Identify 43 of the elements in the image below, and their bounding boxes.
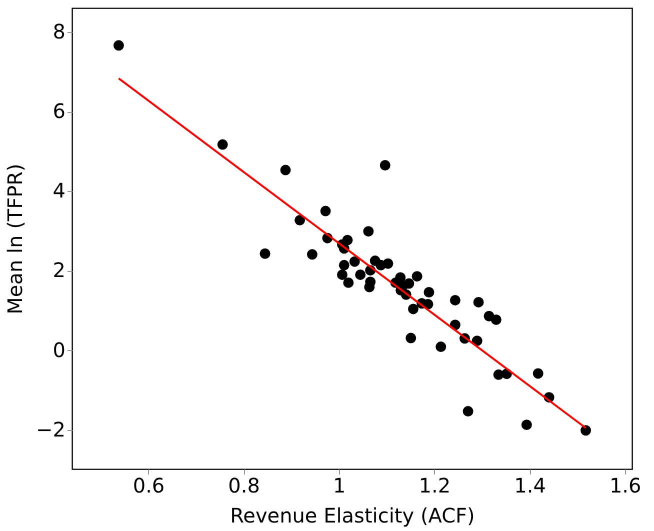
x-axis-title: Revenue Elasticity (ACF) xyxy=(230,504,475,528)
point xyxy=(217,139,228,150)
point xyxy=(404,278,414,289)
point xyxy=(521,420,532,430)
point xyxy=(406,332,416,344)
y-tick-label: 4 xyxy=(52,178,66,203)
point xyxy=(473,296,484,308)
point xyxy=(113,40,124,51)
point xyxy=(280,164,291,176)
point xyxy=(363,226,374,237)
point xyxy=(338,260,350,270)
point xyxy=(436,342,446,352)
point xyxy=(424,287,434,298)
y-tick-label: 8 xyxy=(52,19,66,44)
point xyxy=(412,271,422,282)
point xyxy=(580,425,592,436)
point xyxy=(382,258,394,269)
x-tick-label: 1 xyxy=(333,474,346,498)
point xyxy=(462,406,474,417)
point xyxy=(355,269,366,280)
x-tick-label: 1.2 xyxy=(418,474,451,498)
point xyxy=(343,277,354,288)
point xyxy=(294,214,306,226)
point xyxy=(408,304,418,314)
point xyxy=(380,160,390,170)
x-tick-label: 1.4 xyxy=(514,474,546,498)
point xyxy=(450,294,460,306)
x-tick-label: 1.6 xyxy=(609,474,642,498)
x-tick-label: 0.6 xyxy=(132,474,165,498)
y-tick-label: −2 xyxy=(36,417,66,442)
point xyxy=(490,314,502,325)
point xyxy=(320,206,331,216)
y-axis-title: Mean ln (TFPR) xyxy=(3,164,28,314)
point xyxy=(336,269,348,280)
y-tick-label: 6 xyxy=(52,99,66,124)
y-tick-label: 2 xyxy=(52,258,66,282)
point xyxy=(532,368,544,379)
point xyxy=(349,256,360,267)
point xyxy=(472,336,482,346)
x-tick-label: 0.8 xyxy=(228,474,260,498)
y-tick-label: 0 xyxy=(52,338,66,362)
point xyxy=(260,248,270,259)
point xyxy=(306,249,318,260)
